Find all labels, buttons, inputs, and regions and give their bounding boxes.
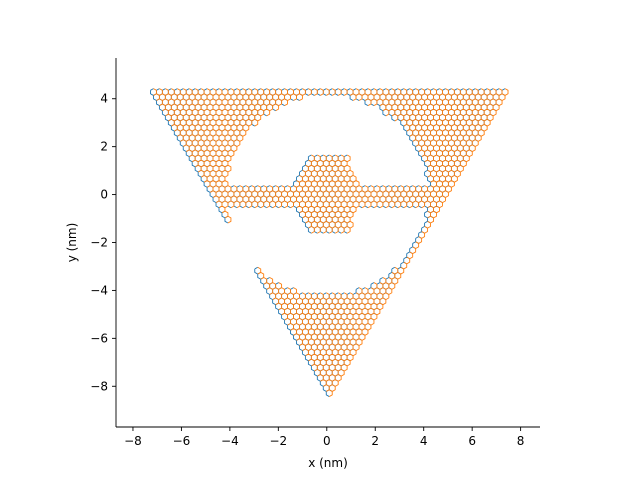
x-axis-label: x (nm) (308, 456, 348, 470)
x-tick-label: −6 (173, 434, 191, 448)
lattice-series-orange (153, 88, 509, 397)
y-tick-label: 0 (100, 188, 108, 202)
y-tick-label: 4 (100, 92, 108, 106)
x-tick-label: −2 (269, 434, 287, 448)
plot-area (150, 88, 509, 397)
x-tick-label: 8 (517, 434, 525, 448)
x-tick-label: 6 (468, 434, 476, 448)
y-axis-label: y (nm) (65, 223, 79, 263)
x-tick-label: −8 (124, 434, 142, 448)
x-tick-label: 4 (420, 434, 428, 448)
y-tick-label: 2 (100, 140, 108, 154)
y-tick-label: −8 (90, 379, 108, 393)
y-tick-label: −2 (90, 236, 108, 250)
y-tick-label: −4 (90, 283, 108, 297)
x-tick-label: 2 (371, 434, 379, 448)
x-tick-label: −4 (221, 434, 239, 448)
axes: −8 −6 −4 −2 0 2 4 6 8 −8 −6 −4 −2 0 2 4 (90, 58, 540, 448)
y-tick-label: −6 (90, 331, 108, 345)
x-tick-label: 0 (323, 434, 331, 448)
